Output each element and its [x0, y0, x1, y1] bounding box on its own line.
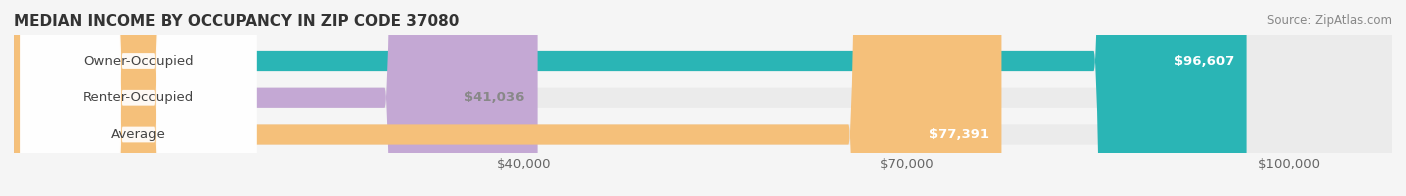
Text: Source: ZipAtlas.com: Source: ZipAtlas.com — [1267, 14, 1392, 27]
FancyBboxPatch shape — [14, 0, 1247, 196]
Text: $77,391: $77,391 — [929, 128, 988, 141]
Text: MEDIAN INCOME BY OCCUPANCY IN ZIP CODE 37080: MEDIAN INCOME BY OCCUPANCY IN ZIP CODE 3… — [14, 14, 460, 29]
FancyBboxPatch shape — [14, 0, 1392, 196]
FancyBboxPatch shape — [21, 0, 256, 196]
FancyBboxPatch shape — [14, 0, 1392, 196]
FancyBboxPatch shape — [21, 0, 256, 196]
FancyBboxPatch shape — [14, 0, 537, 196]
FancyBboxPatch shape — [21, 0, 256, 196]
Text: $41,036: $41,036 — [464, 91, 524, 104]
Text: $96,607: $96,607 — [1174, 54, 1234, 67]
Text: Owner-Occupied: Owner-Occupied — [83, 54, 194, 67]
FancyBboxPatch shape — [14, 0, 1392, 196]
Text: Renter-Occupied: Renter-Occupied — [83, 91, 194, 104]
FancyBboxPatch shape — [14, 0, 1001, 196]
Text: Average: Average — [111, 128, 166, 141]
